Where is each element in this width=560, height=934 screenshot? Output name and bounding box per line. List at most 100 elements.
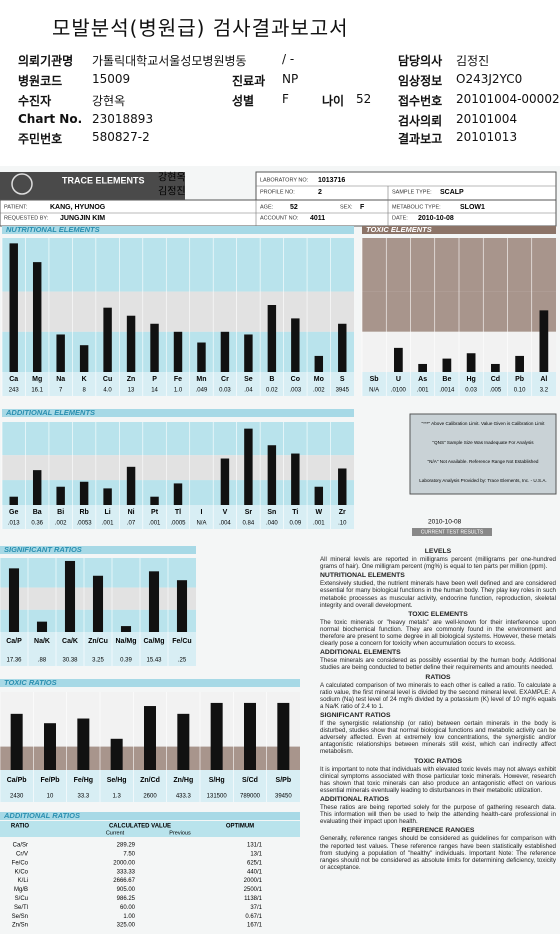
result-label: .004 bbox=[219, 521, 231, 527]
key-current-label: CURRENT TEST RESULTS bbox=[421, 529, 484, 535]
field-label: 담당의사 bbox=[398, 54, 443, 68]
result-label: 131500 bbox=[207, 794, 228, 800]
bar bbox=[244, 428, 253, 505]
category-label: Hg bbox=[466, 376, 475, 383]
bar bbox=[197, 342, 206, 372]
bar bbox=[466, 353, 476, 372]
category-label: Zn/Cu bbox=[88, 638, 108, 645]
bar bbox=[9, 496, 18, 505]
form-label: PATIENT: bbox=[4, 204, 28, 210]
bar bbox=[9, 243, 18, 372]
bar bbox=[442, 358, 452, 372]
field-label: 성별 bbox=[232, 94, 255, 108]
result-label: .001 bbox=[313, 521, 325, 527]
result-label: N/A bbox=[196, 521, 206, 527]
result-label: 8 bbox=[82, 388, 86, 394]
form-label: SAMPLE TYPE: bbox=[392, 189, 432, 195]
form-value: SCALP bbox=[440, 189, 464, 196]
table-cell: 986.25 bbox=[117, 896, 136, 902]
form-value: KANG, HYUNOG bbox=[50, 204, 106, 211]
category-label: Se/Hg bbox=[107, 777, 127, 784]
result-label: .10 bbox=[338, 521, 347, 527]
result-label: 14 bbox=[151, 388, 158, 394]
table-cell: K/Li bbox=[18, 878, 28, 884]
table-cell: 2000/1 bbox=[244, 878, 263, 884]
table-cell: 37/1 bbox=[250, 905, 262, 911]
bar bbox=[77, 718, 90, 770]
note-text: Extensively studied, the nutrient minera… bbox=[320, 580, 556, 609]
table-cell: Zn/Sn bbox=[12, 923, 28, 929]
field-value: 15009 bbox=[92, 72, 131, 86]
category-label: Ca/P bbox=[6, 638, 22, 645]
zone-mid bbox=[2, 455, 354, 481]
key-date: 2010-10-08 bbox=[428, 519, 462, 526]
category-label: Ca bbox=[9, 376, 18, 383]
category-label: Ge bbox=[9, 509, 18, 516]
logo-icon bbox=[11, 173, 33, 195]
key-line: Laboratory Analysis Provided by: Trace E… bbox=[419, 478, 546, 483]
bar bbox=[56, 334, 65, 372]
form-label: REQUESTED BY: bbox=[4, 215, 49, 221]
note-heading: SIGNIFICANT RATIOS bbox=[320, 711, 391, 719]
key-line: "QNS" Sample Size Was Inadequate For Ana… bbox=[432, 440, 534, 445]
chart-title: NUTRITIONAL ELEMENTS bbox=[6, 225, 100, 234]
form-value: 4011 bbox=[310, 215, 325, 222]
bar bbox=[103, 307, 112, 372]
field-value: 52 bbox=[356, 92, 372, 106]
table-cell: 1138/1 bbox=[244, 896, 263, 902]
category-label: Be bbox=[442, 376, 451, 383]
category-label: Co bbox=[291, 376, 300, 383]
field-value: 20101013 bbox=[456, 130, 518, 144]
category-label: Fe bbox=[174, 376, 182, 383]
table-cell: 2666.67 bbox=[113, 878, 135, 884]
field-value: 강현옥 bbox=[92, 94, 126, 108]
bar bbox=[220, 331, 230, 372]
field-value: NP bbox=[282, 72, 299, 86]
category-label: S/Cd bbox=[242, 777, 258, 784]
table-title-strip bbox=[0, 812, 300, 820]
result-label: 1.3 bbox=[112, 794, 121, 800]
logo: TRACE ELEMENTS bbox=[62, 175, 145, 185]
category-label: Mo bbox=[314, 376, 324, 383]
result-label: .049 bbox=[196, 388, 208, 394]
table-header-bg bbox=[0, 821, 300, 837]
bar bbox=[515, 355, 524, 372]
form-value: F bbox=[360, 204, 365, 211]
result-label: 3.25 bbox=[92, 658, 104, 664]
table-cell: 325.00 bbox=[117, 923, 136, 929]
category-label: Se bbox=[244, 376, 253, 383]
bar bbox=[103, 488, 112, 505]
handwritten: 강현옥 bbox=[158, 172, 186, 184]
bar bbox=[110, 738, 123, 770]
chart-title: TOXIC ELEMENTS bbox=[366, 225, 432, 234]
note-heading: NUTRITIONAL ELEMENTS bbox=[320, 572, 405, 580]
category-label: Bi bbox=[57, 509, 64, 516]
bar bbox=[394, 347, 403, 372]
bar bbox=[150, 496, 159, 505]
category-label: Ba bbox=[33, 509, 42, 516]
category-label: Sb bbox=[370, 376, 379, 383]
category-label: Fe/Cu bbox=[172, 638, 191, 645]
field-label: 나이 bbox=[322, 94, 345, 108]
table-cell: 2000.00 bbox=[113, 860, 135, 866]
category-label: Sn bbox=[267, 509, 276, 516]
category-label: As bbox=[418, 376, 427, 383]
bar bbox=[314, 486, 324, 505]
category-label: Fe/Hg bbox=[74, 777, 93, 784]
form-value: 2010-10-08 bbox=[418, 215, 454, 222]
bar bbox=[144, 706, 156, 770]
table-cell: Cr/V bbox=[16, 851, 28, 857]
field-value: 20101004-00002 bbox=[456, 92, 560, 106]
bar bbox=[314, 355, 324, 372]
form-value: SLOW1 bbox=[460, 204, 485, 211]
category-label: Na/Mg bbox=[116, 638, 137, 645]
category-label: Na bbox=[56, 376, 65, 383]
result-label: 0.02 bbox=[266, 388, 278, 394]
chart-title-strip bbox=[2, 409, 354, 417]
ward: / - bbox=[282, 52, 295, 66]
bar bbox=[173, 331, 183, 372]
bar bbox=[36, 621, 48, 632]
zone-mid bbox=[2, 291, 354, 332]
